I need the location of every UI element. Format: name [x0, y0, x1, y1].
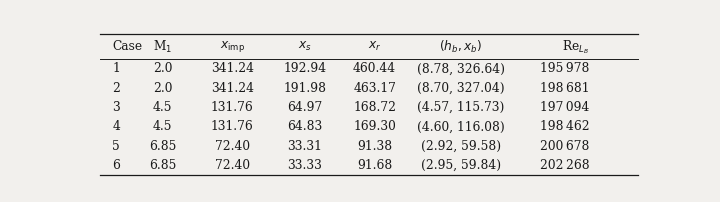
Text: 202 268: 202 268 — [540, 159, 590, 172]
Text: 200 678: 200 678 — [540, 140, 590, 153]
Text: 5: 5 — [112, 140, 120, 153]
Text: 463.17: 463.17 — [353, 82, 396, 95]
Text: (2.95, 59.84): (2.95, 59.84) — [421, 159, 501, 172]
Text: 4.5: 4.5 — [153, 120, 172, 133]
Text: Re$_{L_B}$: Re$_{L_B}$ — [562, 38, 590, 56]
Text: 91.38: 91.38 — [357, 140, 392, 153]
Text: $x_{\rm imp}$: $x_{\rm imp}$ — [220, 39, 245, 54]
Text: M$_1$: M$_1$ — [153, 39, 172, 55]
Text: 4.5: 4.5 — [153, 101, 172, 114]
Text: Case: Case — [112, 40, 143, 53]
Text: 6.85: 6.85 — [149, 140, 176, 153]
Text: $(h_b, x_b)$: $(h_b, x_b)$ — [439, 39, 482, 55]
Text: 33.33: 33.33 — [287, 159, 323, 172]
Text: 169.30: 169.30 — [353, 120, 396, 133]
Text: 6.85: 6.85 — [149, 159, 176, 172]
Text: 64.97: 64.97 — [287, 101, 323, 114]
Text: (2.92, 59.58): (2.92, 59.58) — [421, 140, 501, 153]
Text: 72.40: 72.40 — [215, 159, 250, 172]
Text: 341.24: 341.24 — [211, 62, 253, 75]
Text: 341.24: 341.24 — [211, 82, 253, 95]
Text: 33.31: 33.31 — [287, 140, 323, 153]
Text: 198 462: 198 462 — [540, 120, 590, 133]
Text: (4.57, 115.73): (4.57, 115.73) — [418, 101, 505, 114]
Text: 72.40: 72.40 — [215, 140, 250, 153]
Text: (8.70, 327.04): (8.70, 327.04) — [418, 82, 505, 95]
Text: 192.94: 192.94 — [283, 62, 326, 75]
Text: 4: 4 — [112, 120, 120, 133]
Text: 2.0: 2.0 — [153, 82, 172, 95]
Text: $x_r$: $x_r$ — [368, 40, 382, 53]
Text: (8.78, 326.64): (8.78, 326.64) — [417, 62, 505, 75]
Text: 3: 3 — [112, 101, 120, 114]
Text: 460.44: 460.44 — [353, 62, 396, 75]
Text: 195 978: 195 978 — [540, 62, 590, 75]
Text: 191.98: 191.98 — [284, 82, 326, 95]
Text: 131.76: 131.76 — [211, 101, 253, 114]
Text: 91.68: 91.68 — [357, 159, 392, 172]
Text: (4.60, 116.08): (4.60, 116.08) — [417, 120, 505, 133]
Text: 197 094: 197 094 — [540, 101, 590, 114]
Text: 2: 2 — [112, 82, 120, 95]
Text: 6: 6 — [112, 159, 120, 172]
Text: 1: 1 — [112, 62, 120, 75]
Text: 64.83: 64.83 — [287, 120, 323, 133]
Text: 168.72: 168.72 — [353, 101, 396, 114]
Text: 198 681: 198 681 — [540, 82, 590, 95]
Text: 131.76: 131.76 — [211, 120, 253, 133]
Text: $x_s$: $x_s$ — [298, 40, 312, 53]
Text: 2.0: 2.0 — [153, 62, 172, 75]
